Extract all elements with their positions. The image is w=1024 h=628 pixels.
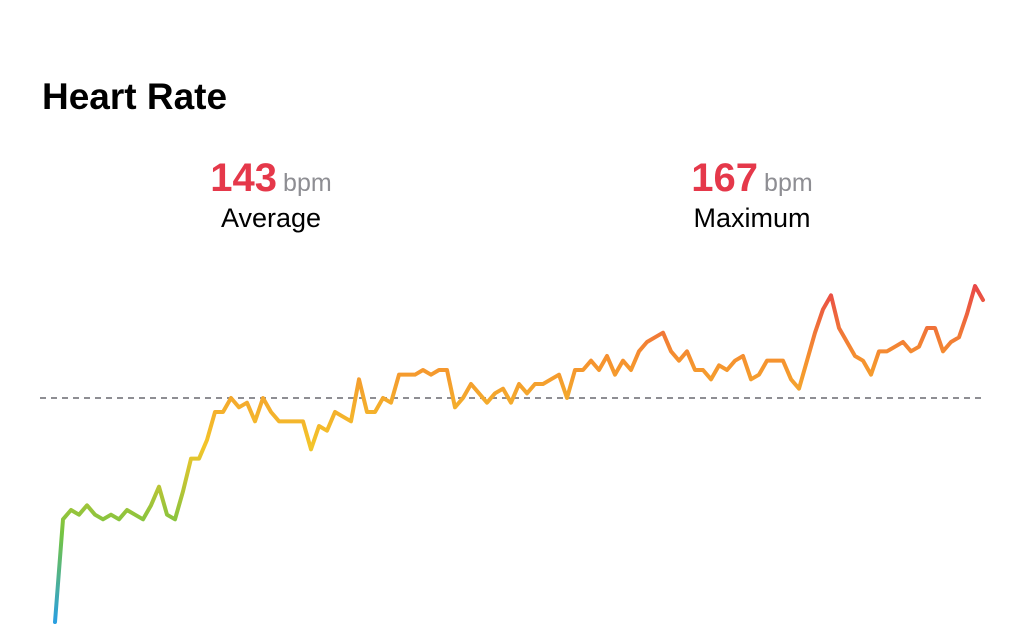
- title: Heart Rate: [42, 76, 228, 117]
- stat-label: Maximum: [693, 203, 811, 233]
- stat-label: Average: [220, 203, 322, 233]
- stat-unit: bpm: [764, 169, 813, 197]
- stat-value: 143: [210, 156, 278, 200]
- stat-value: 167: [691, 156, 759, 200]
- maximum-stat: 167 bpm Maximum: [622, 156, 882, 234]
- average-stat: 143 bpm Average: [141, 156, 401, 234]
- heart-rate-line: [53, 284, 985, 624]
- stat-unit: bpm: [283, 169, 332, 197]
